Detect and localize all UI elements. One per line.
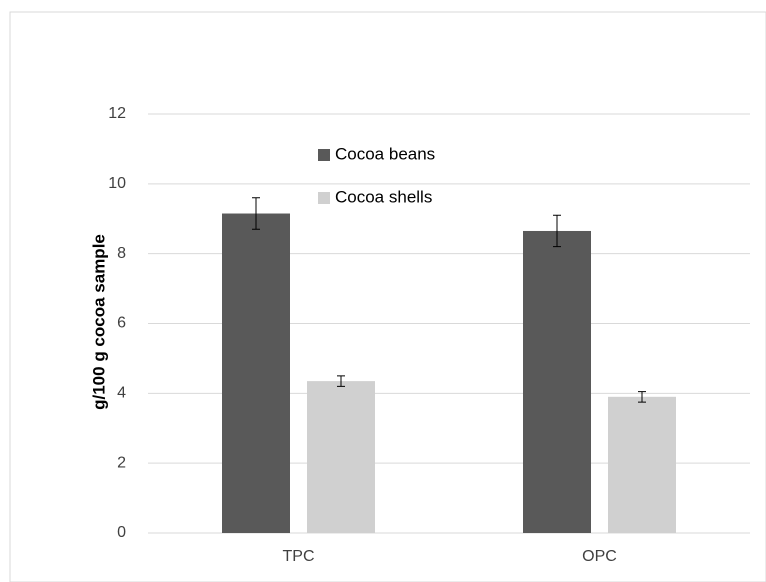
y-tick-label: 2 xyxy=(117,454,126,471)
legend-label: Cocoa shells xyxy=(335,187,432,206)
y-tick-label: 6 xyxy=(117,315,126,332)
bar xyxy=(608,396,676,533)
bar xyxy=(307,381,375,533)
y-tick-label: 4 xyxy=(117,385,126,402)
error-bar xyxy=(252,197,260,230)
y-tick-label: 8 xyxy=(117,245,126,262)
error-bar xyxy=(553,214,561,248)
y-tick-label: 10 xyxy=(108,175,126,192)
error-bar xyxy=(638,391,646,403)
y-axis-label: g/100 g cocoa sample xyxy=(89,234,108,410)
legend-label: Cocoa beans xyxy=(335,144,435,163)
x-tick-label: TPC xyxy=(283,548,315,565)
bar xyxy=(523,230,591,534)
bar xyxy=(222,213,290,533)
error-bar xyxy=(337,375,345,387)
y-tick-label: 12 xyxy=(108,105,126,122)
legend-swatch xyxy=(318,192,330,204)
y-tick-label: 0 xyxy=(117,524,126,541)
x-tick-label: OPC xyxy=(582,548,617,565)
legend-swatch xyxy=(318,149,330,161)
